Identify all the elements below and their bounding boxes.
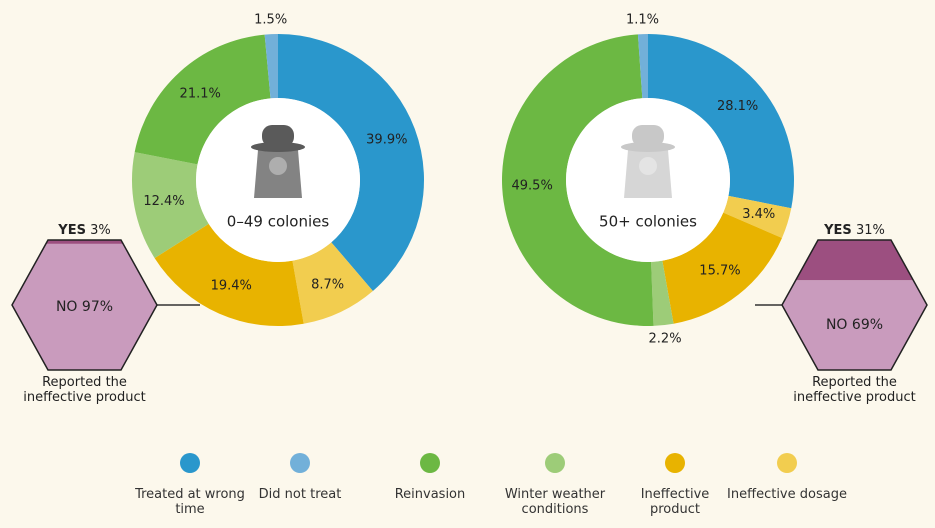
donut-segment	[648, 34, 794, 209]
legend-label: Treated at wrong time	[135, 487, 245, 517]
yes-label: YES 3%	[57, 223, 110, 238]
value-label: 15.7%	[699, 263, 740, 278]
donut-segment	[651, 260, 674, 326]
beekeeper-icon	[251, 125, 305, 198]
hat	[632, 125, 664, 147]
yes-word: YES	[823, 223, 852, 238]
value-label: 3.4%	[742, 207, 775, 222]
donut-segment	[131, 152, 209, 259]
legend-label: Winter weather conditions	[504, 487, 606, 517]
no-word: NO	[56, 299, 78, 315]
donut-segment	[501, 34, 654, 327]
donut-segment	[662, 212, 782, 324]
legend-swatch	[180, 453, 200, 473]
yes-word: YES	[57, 223, 86, 238]
yes-label: YES 31%	[823, 223, 885, 238]
yes-value: 3%	[90, 223, 111, 238]
legend-label: Did not treat	[258, 487, 342, 502]
hex-outline	[11, 239, 158, 371]
hex-outline	[781, 239, 928, 371]
hex-yes	[12, 240, 157, 244]
donut-segment	[154, 223, 304, 326]
hex-yes	[782, 240, 927, 281]
donut-segment	[723, 195, 792, 238]
legend-label: Reinvasion	[394, 487, 466, 502]
value-label: 2.2%	[649, 332, 682, 347]
value-label: 1.1%	[626, 13, 659, 28]
value-label: 12.4%	[143, 194, 184, 209]
no-value: 69%	[852, 317, 883, 333]
no-label: NO 69%	[826, 317, 883, 333]
yes-value: 31%	[856, 223, 885, 238]
legend-swatch	[420, 453, 440, 473]
legend-swatch	[545, 453, 565, 473]
head	[639, 157, 657, 175]
value-label: 49.5%	[512, 179, 553, 194]
donut-segment	[134, 34, 271, 165]
veil	[624, 150, 672, 198]
center-label: 50+ colonies	[599, 213, 697, 231]
value-label: 8.7%	[311, 277, 344, 292]
value-label: 19.4%	[211, 279, 252, 294]
value-label: 1.5%	[254, 13, 287, 28]
beekeeper-icon	[621, 125, 675, 198]
hexagon-caption: Reported the ineffective product	[793, 375, 916, 405]
hat	[262, 125, 294, 147]
no-word: NO	[826, 317, 848, 333]
legend-swatch	[777, 453, 797, 473]
donut-segment	[292, 242, 373, 324]
hexagon	[782, 240, 927, 370]
donut-segment	[637, 34, 648, 99]
hexagon-caption: Reported the ineffective product	[23, 375, 146, 405]
legend-label: Ineffective dosage	[727, 487, 847, 502]
legend-label: Ineffective product	[640, 487, 710, 517]
value-label: 21.1%	[180, 86, 221, 101]
value-label: 39.9%	[366, 132, 407, 147]
donut-segment	[278, 34, 424, 291]
legend-swatch	[665, 453, 685, 473]
value-label: 28.1%	[717, 99, 758, 114]
legend-swatch	[290, 453, 310, 473]
head	[269, 157, 287, 175]
veil	[254, 150, 302, 198]
donut-segment	[264, 34, 278, 99]
center-label: 0–49 colonies	[227, 213, 330, 231]
no-label: NO 97%	[56, 299, 113, 315]
no-value: 97%	[82, 299, 113, 315]
